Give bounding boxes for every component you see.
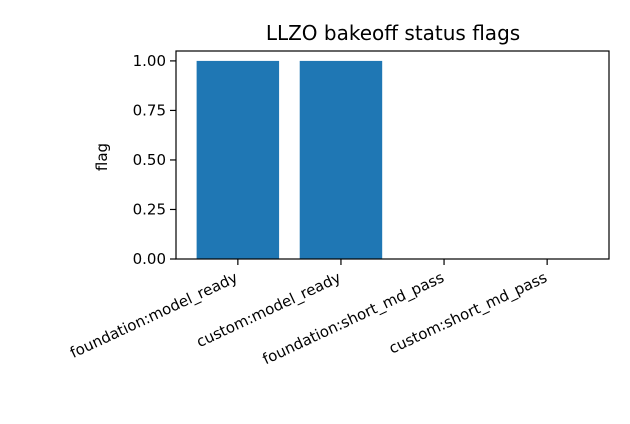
y-tick-label-4: 1.00 xyxy=(133,52,166,70)
bar-0 xyxy=(196,60,280,260)
y-tick-label-3: 0.75 xyxy=(133,101,166,119)
chart-title: LLZO bakeoff status flags xyxy=(266,21,520,45)
x-tick-label-0: foundation:model_ready xyxy=(67,268,241,363)
y-tick-label-1: 0.25 xyxy=(133,200,166,218)
y-tick-label-2: 0.50 xyxy=(133,151,166,169)
bar-1 xyxy=(299,60,383,260)
y-tick-label-0: 0.00 xyxy=(133,250,166,268)
x-tick-label-2: foundation:short_md_pass xyxy=(260,268,448,369)
plot-area: 0.00 0.25 0.50 0.75 1.00 foundation:model_rea… xyxy=(67,50,610,369)
y-axis-label: flag xyxy=(93,143,111,171)
plot-frame xyxy=(175,50,610,260)
